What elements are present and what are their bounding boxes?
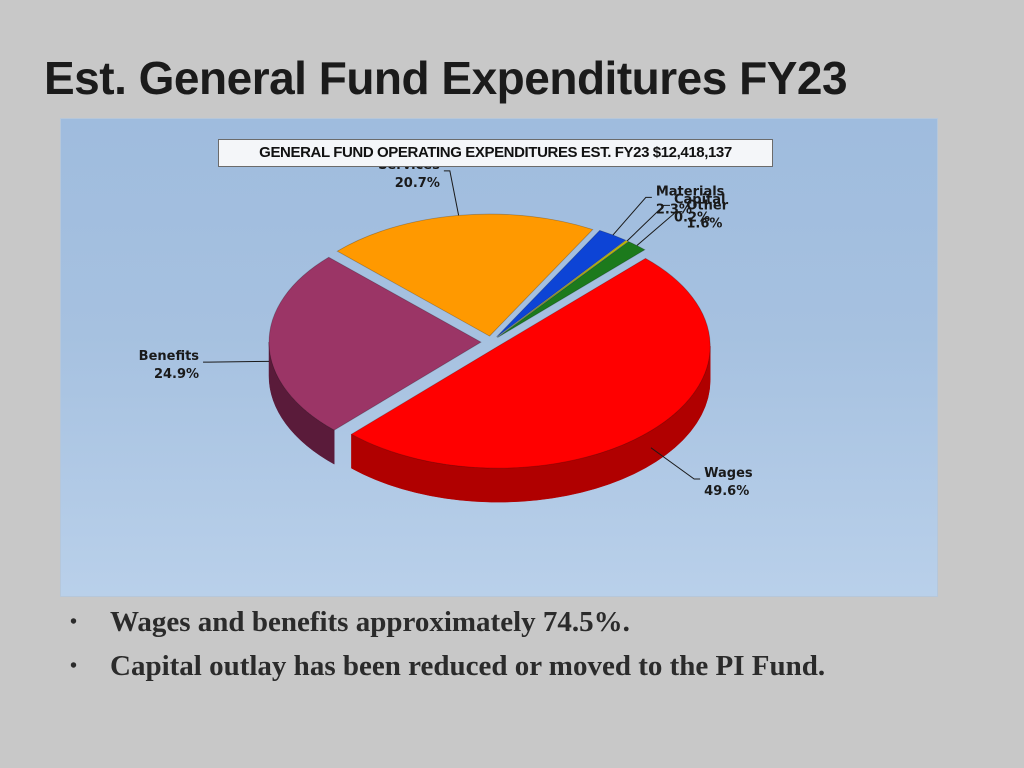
leader-line <box>626 204 670 242</box>
leader-line <box>650 447 701 480</box>
pie-chart-panel: Wages49.6%Benefits24.9%Services20.7%Mate… <box>60 118 938 597</box>
leader-line <box>636 211 683 246</box>
bullet-text: Capital outlay has been reduced or moved… <box>110 650 826 682</box>
leader-line <box>612 196 652 236</box>
data-label-name: Materials <box>656 184 725 199</box>
data-label-value: 24.9% <box>154 367 199 382</box>
pie-slice-benefits <box>268 256 482 431</box>
bullet-item: • Capital outlay has been reduced or mov… <box>70 644 825 688</box>
data-label-name: Capital <box>674 192 726 207</box>
data-label-name: Wages <box>704 466 753 481</box>
bullet-item: • Wages and benefits approximately 74.5%… <box>70 600 825 644</box>
data-label-value: 1.6% <box>686 217 722 232</box>
data-label-value: 2.3% <box>656 202 692 217</box>
bullet-text: Wages and benefits approximately 74.5%. <box>110 606 630 638</box>
pie-slice-wages <box>350 257 711 469</box>
pie-slice-side-benefits <box>268 342 335 465</box>
pie-slices <box>268 213 711 503</box>
bullet-dot-icon: • <box>70 655 78 677</box>
data-label-value: 49.6% <box>704 484 749 499</box>
bullet-list: • Wages and benefits approximately 74.5%… <box>70 600 825 688</box>
data-label-name: Other <box>686 199 728 214</box>
pie-data-labels: Wages49.6%Benefits24.9%Services20.7%Mate… <box>139 158 753 499</box>
bullet-dot-icon: • <box>70 611 78 633</box>
pie-slice-services <box>336 213 594 337</box>
data-label-value: 20.7% <box>395 176 440 191</box>
data-label-name: Benefits <box>139 349 200 364</box>
data-label-value: 0.2% <box>674 210 710 225</box>
slide-title: Est. General Fund Expenditures FY23 <box>44 52 848 104</box>
leader-line <box>203 360 270 363</box>
chart-title: GENERAL FUND OPERATING EXPENDITURES EST.… <box>218 139 773 167</box>
pie-chart: Wages49.6%Benefits24.9%Services20.7%Mate… <box>139 158 753 503</box>
leader-line <box>443 170 460 216</box>
